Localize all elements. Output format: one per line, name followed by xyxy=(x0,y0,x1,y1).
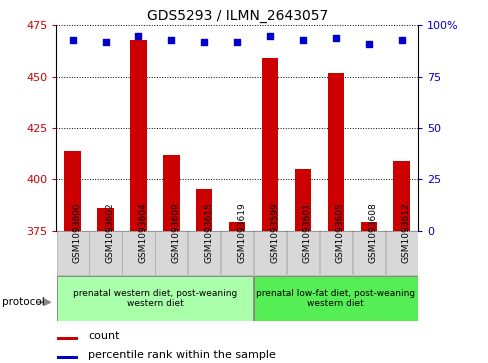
Title: GDS5293 / ILMN_2643057: GDS5293 / ILMN_2643057 xyxy=(146,9,327,23)
Bar xyxy=(57,276,253,321)
Bar xyxy=(89,231,122,276)
Bar xyxy=(155,231,187,276)
Bar xyxy=(196,189,212,231)
Bar xyxy=(57,356,78,359)
Point xyxy=(167,37,175,43)
Text: percentile rank within the sample: percentile rank within the sample xyxy=(88,350,275,360)
Text: GSM1093619: GSM1093619 xyxy=(237,203,245,263)
Bar xyxy=(163,155,179,231)
Point xyxy=(397,37,405,43)
Bar xyxy=(64,151,81,231)
Bar xyxy=(221,231,253,276)
Bar xyxy=(385,231,417,276)
Point xyxy=(364,41,372,47)
Bar xyxy=(130,40,146,231)
Text: count: count xyxy=(88,331,119,341)
Bar xyxy=(57,231,89,276)
Bar xyxy=(360,222,376,231)
Bar xyxy=(97,208,114,231)
Text: GSM1093600: GSM1093600 xyxy=(73,203,81,263)
Bar xyxy=(352,231,384,276)
Bar xyxy=(286,231,319,276)
Bar xyxy=(261,58,278,231)
Bar xyxy=(294,169,310,231)
Text: GSM1093599: GSM1093599 xyxy=(269,203,279,263)
Point xyxy=(299,37,306,43)
Text: GSM1093601: GSM1093601 xyxy=(303,203,311,263)
Point xyxy=(265,33,273,38)
Point xyxy=(102,39,109,45)
Text: GSM1093602: GSM1093602 xyxy=(105,203,114,263)
Bar xyxy=(228,222,245,231)
Point xyxy=(69,37,77,43)
Bar xyxy=(327,73,344,231)
Text: GSM1093608: GSM1093608 xyxy=(368,203,377,263)
Text: GSM1093604: GSM1093604 xyxy=(138,203,147,263)
Text: GSM1093612: GSM1093612 xyxy=(401,203,410,263)
Text: GSM1093609: GSM1093609 xyxy=(171,203,180,263)
Text: prenatal low-fat diet, post-weaning
western diet: prenatal low-fat diet, post-weaning west… xyxy=(256,289,415,308)
Text: GSM1093615: GSM1093615 xyxy=(204,203,213,263)
Text: prenatal western diet, post-weaning
western diet: prenatal western diet, post-weaning west… xyxy=(73,289,237,308)
Bar xyxy=(57,337,78,340)
Point xyxy=(331,35,339,41)
Bar xyxy=(253,231,285,276)
Bar xyxy=(319,231,351,276)
Bar xyxy=(122,231,154,276)
Point xyxy=(233,39,241,45)
Bar xyxy=(393,161,409,231)
Point xyxy=(134,33,142,38)
Point xyxy=(200,39,208,45)
Bar xyxy=(253,276,417,321)
Bar xyxy=(188,231,220,276)
Text: protocol: protocol xyxy=(2,297,45,307)
Text: GSM1093605: GSM1093605 xyxy=(335,203,344,263)
